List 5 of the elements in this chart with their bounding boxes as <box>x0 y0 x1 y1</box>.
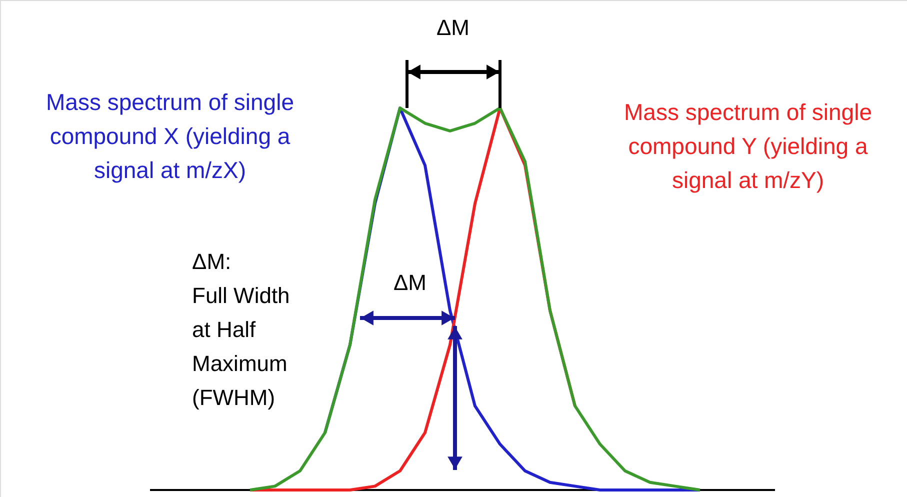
text: ΔM <box>436 15 470 40</box>
annotation: ΔM: Full Width at Half Maximum (FWHM) <box>192 249 290 410</box>
text: Mass spectrum of single compound Y (yielding a signal at m/zY) <box>624 99 872 193</box>
annotation: ΔM <box>393 270 427 295</box>
text: Mass spectrum of single compound X (yielding a signal at m/zX) <box>46 89 294 183</box>
